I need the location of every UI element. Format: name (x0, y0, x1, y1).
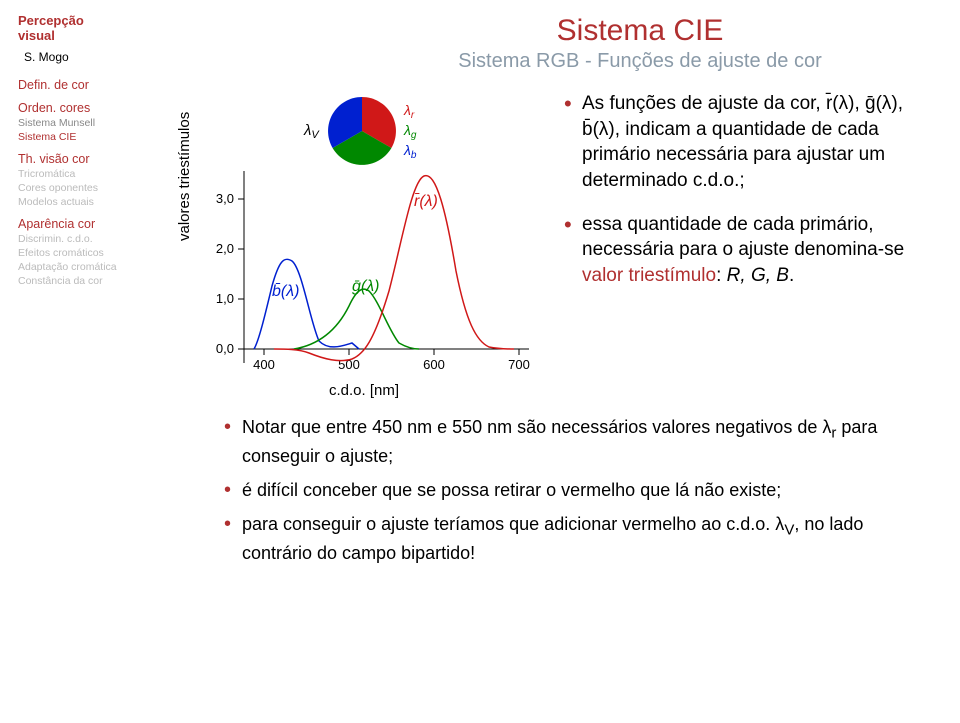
sidebar-item[interactable]: Tricromática (18, 168, 150, 180)
sidebar-item[interactable]: Constância da cor (18, 275, 150, 287)
curve-b (254, 259, 359, 349)
sidebar-item[interactable]: Efeitos cromáticos (18, 247, 150, 259)
curve-g (294, 289, 419, 349)
pie-diagram (328, 97, 396, 165)
sidebar-sections: Defin. de cor Orden. cores Sistema Munsell… (18, 78, 150, 287)
chart-svg: λr λg λb λV 400 500 600 700 0,0 1,0 (184, 91, 544, 401)
curve-label-g: ḡ(λ) (352, 278, 379, 295)
page-subtitle: Sistema RGB - Funções de ajuste de cor (344, 50, 936, 73)
sidebar-title: Percepção visual (18, 14, 150, 44)
note-item: Notar que entre 450 nm e 550 nm são nece… (224, 415, 936, 468)
sidebar-item[interactable]: Th. visão cor (18, 152, 150, 166)
curve-label-r: r̄(λ) (414, 192, 438, 210)
pie-label-r: λr (403, 102, 415, 121)
page-title: Sistema CIE (344, 14, 936, 48)
sidebar-item[interactable]: Cores oponentes (18, 182, 150, 194)
bullets: As funções de ajuste da cor, r̄(λ), ḡ(λ)… (544, 91, 936, 306)
sidebar-title-l1: Percepção (18, 13, 84, 28)
svg-text:700: 700 (508, 357, 530, 372)
curve-label-b: b̄(λ) (272, 283, 299, 300)
sidebar-author: S. Mogo (24, 50, 150, 64)
pie-label-g: λg (403, 122, 417, 141)
svg-text:1,0: 1,0 (216, 291, 234, 306)
curve-r (274, 176, 514, 361)
sidebar-item[interactable]: Sistema CIE (18, 131, 150, 143)
chart: λr λg λb λV 400 500 600 700 0,0 1,0 (184, 91, 544, 401)
sidebar-item[interactable]: Orden. cores (18, 101, 150, 115)
svg-text:0,0: 0,0 (216, 341, 234, 356)
bullet-item: essa quantidade de cada primário, necess… (564, 212, 936, 289)
x-ticks: 400 500 600 700 (253, 349, 530, 372)
note-item: é difícil conceber que se possa retirar … (224, 478, 936, 502)
sidebar-title-l2: visual (18, 28, 55, 43)
y-axis-label: valores triestímulos (176, 112, 193, 241)
sidebar-item[interactable]: Modelos actuais (18, 196, 150, 208)
svg-text:3,0: 3,0 (216, 191, 234, 206)
svg-text:600: 600 (423, 357, 445, 372)
sidebar-item[interactable]: Defin. de cor (18, 78, 150, 92)
pie-label-b: λb (403, 142, 417, 161)
sidebar-item[interactable]: Adaptação cromática (18, 261, 150, 273)
svg-text:2,0: 2,0 (216, 241, 234, 256)
sidebar: Percepção visual S. Mogo Defin. de cor Or… (0, 0, 160, 723)
sidebar-item[interactable]: Aparência cor (18, 217, 150, 231)
notes: Notar que entre 450 nm e 550 nm são nece… (184, 415, 936, 566)
svg-text:400: 400 (253, 357, 275, 372)
sidebar-item[interactable]: Discrimin. c.d.o. (18, 233, 150, 245)
pie-label-v: λV (303, 122, 320, 141)
main: Sistema CIE Sistema RGB - Funções de aju… (160, 0, 960, 723)
note-item: para conseguir o ajuste teríamos que adi… (224, 512, 936, 565)
sidebar-item[interactable]: Sistema Munsell (18, 117, 150, 129)
y-ticks: 0,0 1,0 2,0 3,0 (216, 191, 244, 356)
x-axis-label: c.d.o. [nm] (184, 382, 544, 399)
content-row: λr λg λb λV 400 500 600 700 0,0 1,0 (184, 91, 936, 401)
bullet-item: As funções de ajuste da cor, r̄(λ), ḡ(λ)… (564, 91, 936, 194)
